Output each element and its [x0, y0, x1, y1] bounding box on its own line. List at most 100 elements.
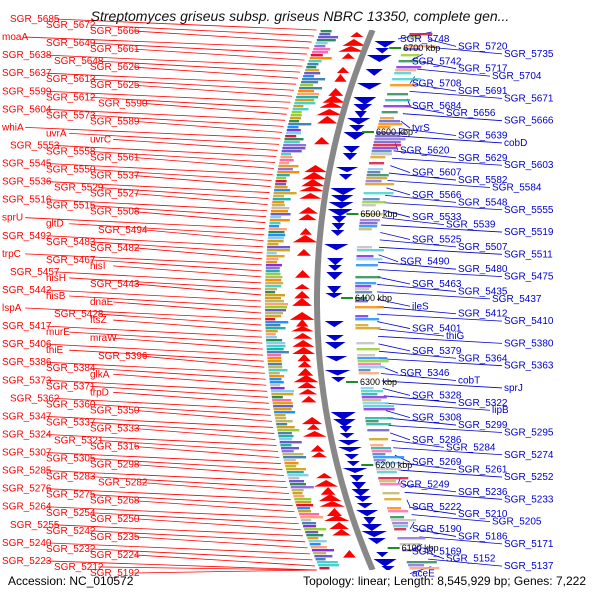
left-label-connector — [113, 319, 262, 332]
annotation-band — [270, 216, 282, 219]
right-label-connector — [376, 291, 491, 300]
annotation-band — [376, 468, 401, 471]
right-gene-label: SGR_5322 — [458, 398, 508, 409]
forward-gene-arrow — [292, 347, 315, 354]
right-label-connector — [428, 39, 457, 47]
scale-tick-label: 6600 kbp — [376, 127, 413, 137]
left-gene-label: SGR_5558 — [46, 146, 96, 157]
annotation-band — [293, 105, 304, 108]
annotation-band — [266, 351, 289, 354]
annotation-band — [362, 399, 382, 402]
left-label-connector — [90, 385, 269, 398]
right-gene-label: SGR_5620 — [400, 145, 450, 156]
left-gene-label: SGR_5386 — [2, 357, 52, 368]
reverse-gene-arrow — [344, 454, 359, 460]
annotation-band — [292, 108, 309, 111]
left-gene-label: SGR_5612 — [46, 92, 96, 103]
right-gene-label: SGR_5548 — [458, 197, 508, 208]
right-label-connector — [388, 425, 503, 433]
right-gene-label: SGR_5735 — [504, 49, 554, 60]
annotation-band — [267, 354, 282, 357]
right-gene-label: SGR_5708 — [412, 79, 462, 90]
right-gene-label: SGR_5171 — [504, 539, 554, 550]
left-gene-label: gltD — [46, 219, 64, 230]
right-gene-label: SGR_5717 — [458, 64, 508, 75]
annotation-band — [355, 297, 367, 300]
left-label-connector — [134, 193, 268, 206]
right-gene-label: SGR_5261 — [458, 465, 508, 476]
annotation-band — [275, 417, 287, 420]
annotation-band — [369, 162, 385, 165]
annotation-band — [265, 309, 287, 312]
right-gene-label: SGR_5299 — [458, 420, 508, 431]
annotation-band — [375, 135, 401, 138]
right-gene-label: SGR_5742 — [412, 56, 462, 67]
annotation-band — [265, 312, 284, 315]
left-gene-label: SGR_5589 — [90, 116, 140, 127]
forward-gene-arrow — [301, 179, 325, 187]
annotation-band — [367, 168, 383, 171]
annotation-band — [396, 66, 422, 69]
left-label-connector — [98, 187, 269, 200]
reverse-strand-track — [324, 41, 397, 570]
annotation-band — [400, 54, 420, 57]
annotation-band — [296, 504, 314, 507]
annotation-band — [268, 228, 287, 231]
left-gene-label: sprU — [2, 213, 23, 224]
right-gene-label: SGR_5720 — [458, 41, 508, 52]
reverse-gene-arrow — [342, 153, 358, 161]
right-label-connector — [388, 172, 457, 181]
right-gene-label: SGR_5169 — [412, 546, 462, 557]
left-label-connector — [46, 416, 274, 428]
annotation-band — [275, 180, 287, 183]
forward-gene-arrow — [334, 74, 347, 82]
right-gene-label: SGR_5691 — [458, 86, 508, 97]
annotation-band — [269, 381, 284, 384]
annotation-band — [366, 174, 389, 177]
left-gene-label: hisH — [46, 273, 66, 284]
left-gene-label: SGR_5417 — [2, 321, 52, 332]
forward-gene-arrow — [296, 249, 311, 256]
annotation-band — [284, 138, 304, 141]
annotation-band — [271, 396, 283, 399]
left-gene-label: SGR_5384 — [46, 363, 96, 374]
reverse-gene-arrow — [347, 118, 371, 125]
left-gene-label: hisI — [90, 261, 106, 272]
annotation-band — [276, 174, 290, 177]
left-gene-label: SGR_5550 — [46, 165, 96, 176]
reverse-gene-arrow — [337, 440, 360, 446]
left-gene-label: SGR_5626 — [90, 62, 140, 73]
annotation-band — [357, 360, 389, 363]
left-label-connector — [134, 464, 285, 476]
right-gene-label: SGR_5704 — [492, 71, 542, 82]
annotation-band — [300, 84, 314, 87]
forward-gene-arrow — [292, 235, 318, 243]
left-label-connector — [90, 422, 275, 434]
reverse-gene-arrow — [365, 69, 383, 76]
annotation-band — [355, 264, 378, 267]
annotation-band — [270, 387, 285, 390]
accession-label: Accession: NC_010572 — [8, 574, 134, 588]
annotation-band — [296, 96, 319, 99]
left-label-connector — [134, 428, 276, 440]
left-gene-label: SGR_5467 — [46, 255, 96, 266]
annotation-band — [306, 534, 324, 537]
annotation-band — [280, 156, 293, 159]
left-gene-label: SGR_5360 — [46, 399, 96, 410]
annotation-band — [295, 99, 315, 102]
right-label-connector — [405, 105, 445, 114]
left-label-connector — [46, 325, 263, 338]
left-gene-label: SGR_5396 — [98, 351, 148, 362]
annotation-band — [265, 330, 278, 333]
right-label-connector — [377, 284, 457, 292]
right-gene-label: SGR_5252 — [504, 472, 554, 483]
right-gene-label: SGR_5475 — [504, 272, 554, 283]
reverse-gene-arrow — [381, 566, 395, 570]
right-label-connector — [398, 128, 457, 136]
annotation-bands — [265, 30, 440, 570]
forward-gene-arrow — [301, 172, 327, 180]
annotation-band — [309, 57, 332, 60]
right-label-connector — [424, 551, 445, 560]
annotation-band — [269, 222, 281, 225]
left-gene-label: ftsZ — [90, 315, 107, 326]
